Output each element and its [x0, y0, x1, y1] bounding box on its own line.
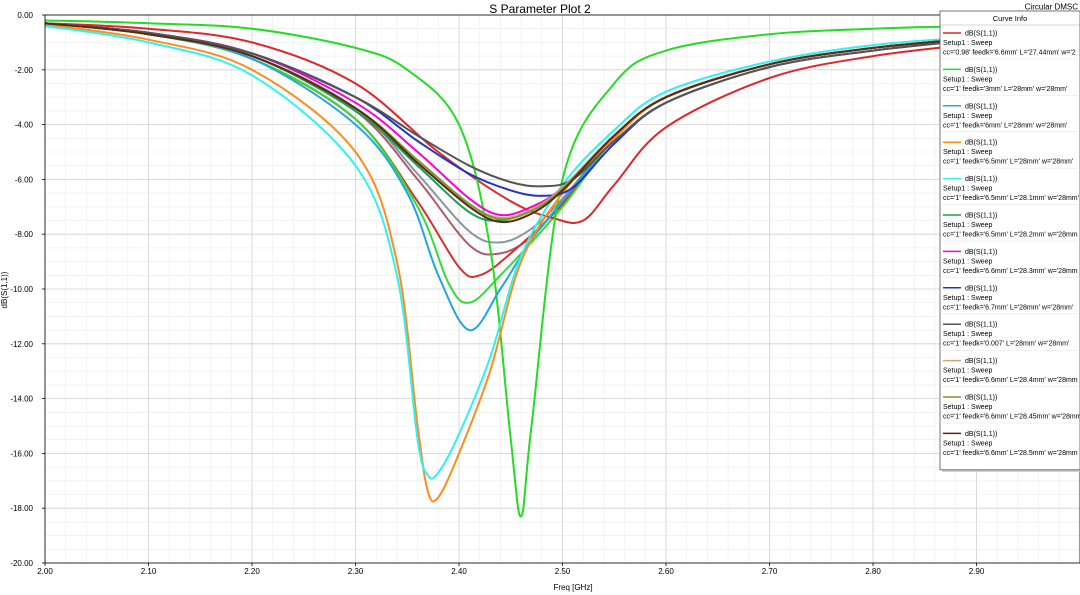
y-tick-label: -18.00: [10, 504, 33, 513]
x-tick-label: 2.10: [141, 567, 157, 576]
legend-entry-setup: Setup1 : Sweep: [943, 113, 993, 120]
series-line-2: [44, 19, 977, 518]
y-axis-ticks: 0.00 -2.00 -4.00 -6.00 -8.00 -10.00 -12.00 -14.…: [10, 11, 45, 568]
series-line-extra-4: [44, 22, 977, 304]
legend-entry-setup: Setup1 : Sweep: [943, 186, 993, 193]
chart-title: S Parameter Plot 2: [489, 2, 591, 16]
x-tick-label: 2.00: [37, 567, 53, 576]
series-line-12: [44, 22, 977, 224]
legend-entry-name: dB(S(1,1)): [965, 285, 997, 292]
plot-curves: [44, 19, 977, 518]
legend-entry-params: cc='1' feedk='6.6mm' L='28.45mm' w='28mm: [943, 414, 1080, 421]
legend-entry-setup: Setup1 : Sweep: [943, 258, 993, 265]
y-tick-label: 0.00: [17, 11, 33, 20]
y-tick-label: -14.00: [10, 395, 33, 404]
legend-entry-setup: Setup1 : Sweep: [943, 40, 993, 47]
legend-entry-setup: Setup1 : Sweep: [943, 149, 993, 156]
series-line-4: [44, 23, 977, 503]
legend-entry-setup: Setup1 : Sweep: [943, 331, 993, 338]
legend-entry-params: cc='1' feedk='6.5mm' L='28.2mm' w='28mm: [943, 232, 1078, 239]
legend-entry-name: dB(S(1,1)): [965, 431, 997, 438]
x-tick-label: 2.40: [451, 567, 467, 576]
x-tick-label: 2.30: [348, 567, 364, 576]
y-tick-label: -8.00: [15, 230, 34, 239]
legend-title: Curve Info: [993, 14, 1028, 23]
y-tick-label: -4.00: [15, 121, 34, 130]
x-tick-label: 2.80: [865, 567, 881, 576]
legend-entry-name: dB(S(1,1)): [965, 31, 997, 38]
legend-entry-name: dB(S(1,1)): [965, 103, 997, 110]
y-tick-label: -10.00: [10, 285, 33, 294]
legend-entry-setup: Setup1 : Sweep: [943, 368, 993, 375]
legend-entry-setup: Setup1 : Sweep: [943, 440, 993, 447]
legend-entry-name: dB(S(1,1)): [965, 176, 997, 183]
legend-entry-params: cc='1' feedk='6.5mm' L='28.1mm' w='28mm': [943, 195, 1079, 202]
series-line-9: [44, 22, 977, 188]
x-tick-label: 2.20: [244, 567, 260, 576]
y-tick-label: -16.00: [10, 449, 33, 458]
x-tick-label: 2.70: [762, 567, 778, 576]
legend-entry-name: dB(S(1,1)): [965, 395, 997, 402]
legend-box[interactable]: [939, 10, 1080, 471]
legend-entry-setup: Setup1 : Sweep: [943, 76, 993, 83]
legend-entry-name: dB(S(1,1)): [965, 358, 997, 365]
legend-entry-name: dB(S(1,1)): [965, 213, 997, 220]
y-tick-label: -20.00: [10, 559, 33, 568]
legend-entry-name: dB(S(1,1)): [965, 140, 997, 147]
legend-entry-params: cc='1' feedk='3mm' L='28mm' w='28mm': [943, 86, 1067, 93]
x-axis-label: Freq [GHz]: [553, 583, 592, 592]
legend-entry-params: cc='0.98' feedk='6.6mm' L='27.44mm' w='2: [943, 50, 1076, 57]
x-axis-ticks: 2.00 2.10 2.20 2.30 2.40 2.50 2.60 2.70 2.80 2.90: [37, 563, 985, 576]
y-tick-label: -12.00: [10, 340, 33, 349]
y-tick-label: -2.00: [15, 66, 34, 75]
y-tick-label: -6.00: [15, 175, 34, 184]
x-tick-label: 2.50: [555, 567, 571, 576]
legend-entry-params: cc='1' feedk='6.7mm' L='28mm' w='28mm': [943, 304, 1073, 311]
legend-entry-name: dB(S(1,1)): [965, 249, 997, 256]
series-line-1: [44, 22, 977, 224]
plot-grid: [44, 14, 1080, 564]
legend-entry-params: cc='1' feedk='6.5mm' L='28mm' w='28mm': [943, 159, 1073, 166]
legend-entry-setup: Setup1 : Sweep: [943, 222, 993, 229]
x-tick-label: 2.90: [969, 567, 985, 576]
legend-entry-setup: Setup1 : Sweep: [943, 295, 993, 302]
legend-entry-params: cc='1' feedk='6.6mm' L='28.5mm' w='28mm: [943, 450, 1078, 457]
y-axis-label: dB(S(1,1)): [0, 271, 9, 308]
x-tick-label: 2.60: [658, 567, 674, 576]
legend-entry-name: dB(S(1,1)): [965, 67, 997, 74]
series-line-extra-2: [44, 22, 977, 256]
series-line-5: [44, 25, 977, 480]
legend-entry-params: cc='1' feedk='0.007' L='28mm' w='28mm': [943, 341, 1069, 348]
legend-entry-setup: Setup1 : Sweep: [943, 404, 993, 411]
legend: Curve Info dB(S(1,1)) Setup1 : Sweep cc='0.…: [939, 10, 1080, 472]
legend-entry-params: cc='1' feedk='6.6mm' L='28.4mm' w='28mm: [943, 377, 1078, 384]
legend-entry-name: dB(S(1,1)): [965, 322, 997, 329]
legend-entry-params: cc='1' feedk='6.6mm' L='28.3mm' w='28mm: [943, 268, 1078, 275]
legend-entry-params: cc='1' feedk='6mm' L='28mm' w='28mm': [943, 122, 1067, 129]
corner-label: Circular DMSC: [1025, 3, 1079, 12]
